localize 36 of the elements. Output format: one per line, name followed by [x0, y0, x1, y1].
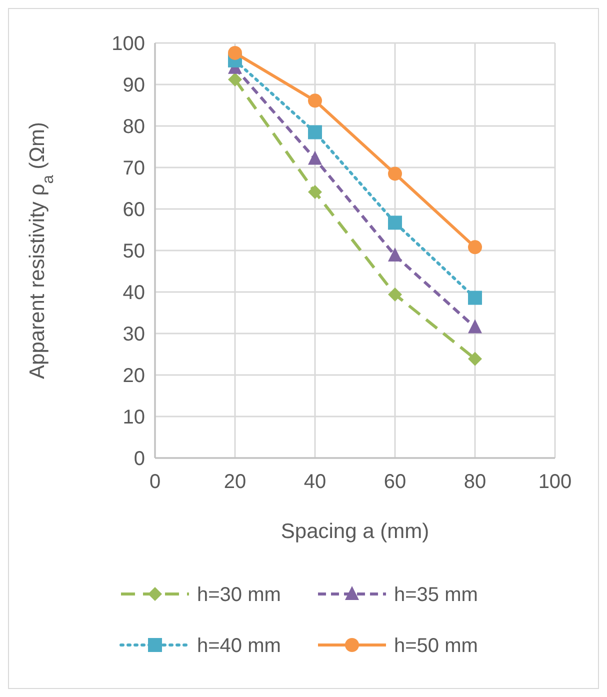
y-tick-label: 10 — [122, 406, 145, 428]
point — [308, 150, 322, 165]
x-tick-label: 100 — [538, 471, 572, 493]
point — [388, 166, 402, 181]
y-tick-label: 50 — [122, 240, 145, 262]
point — [468, 290, 482, 305]
point — [308, 94, 322, 108]
y-tick-label: 40 — [122, 282, 145, 304]
y-tick-label: 100 — [112, 33, 145, 55]
y-tick-label: 60 — [122, 199, 145, 221]
y-tick-label: 30 — [122, 324, 145, 346]
y-tick-label: 20 — [122, 365, 145, 387]
legend-label: h=35 mm — [394, 584, 478, 606]
point — [228, 46, 242, 60]
point — [388, 287, 402, 302]
x-tick-label: 60 — [384, 471, 406, 493]
x-tick-label: 40 — [304, 471, 326, 493]
legend-label: h=40 mm — [197, 635, 281, 657]
point — [308, 184, 322, 199]
legend-label: h=50 mm — [394, 635, 478, 657]
point — [228, 72, 242, 87]
x-axis-title: Spacing a (mm) — [280, 520, 430, 543]
point — [468, 240, 482, 254]
y-tick-label: 80 — [122, 116, 145, 138]
point — [308, 125, 322, 140]
point — [468, 352, 482, 366]
point — [468, 319, 482, 334]
point — [388, 247, 402, 262]
point — [388, 216, 402, 230]
x-tick-label: 20 — [224, 471, 246, 493]
y-tick-label: 0 — [134, 448, 145, 470]
legend-label: h=30 mm — [197, 584, 281, 606]
y-tick-label: 70 — [122, 158, 145, 180]
y-tick-label: 90 — [122, 74, 145, 96]
x-tick-label: 80 — [464, 471, 486, 493]
x-tick-label: 0 — [149, 471, 161, 493]
